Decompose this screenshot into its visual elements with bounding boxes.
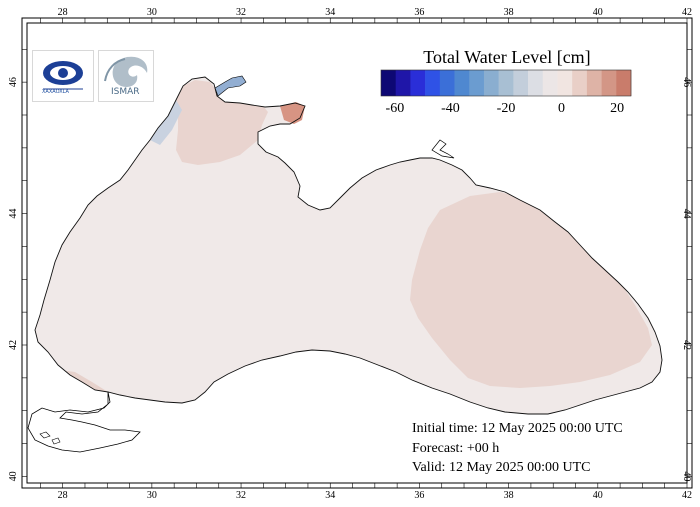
colorbar: Total Water Level [cm] -60 -40 -20 0 20 bbox=[380, 47, 632, 116]
valid-time-text: Valid: 12 May 2025 00:00 UTC bbox=[412, 460, 591, 475]
longitude-label: 40 bbox=[593, 7, 603, 18]
colorbar-swatch bbox=[601, 70, 617, 96]
colorbar-swatch bbox=[439, 70, 455, 96]
colorbar-tick-label: 0 bbox=[558, 101, 565, 116]
eye-logo-icon bbox=[43, 61, 83, 90]
latitude-label: 40 bbox=[681, 471, 692, 481]
latitude-label: 42 bbox=[681, 340, 692, 350]
colorbar-tick-label: 20 bbox=[610, 101, 624, 116]
colorbar-swatch bbox=[528, 70, 544, 96]
colorbar-outline bbox=[380, 69, 632, 97]
colorbar-swatch bbox=[454, 70, 470, 96]
longitude-label: 36 bbox=[414, 7, 424, 18]
coast-blue-anomaly bbox=[150, 100, 182, 145]
longitude-label: 32 bbox=[236, 490, 246, 501]
longitude-labels-top: 28 30 32 34 36 38 40 42 bbox=[58, 7, 692, 18]
left-institute-logo: XAXAOXLA bbox=[32, 50, 94, 102]
colorbar-swatch bbox=[410, 70, 426, 96]
colorbar-tick-label: -60 bbox=[386, 101, 405, 116]
longitude-label: 38 bbox=[504, 490, 514, 501]
longitude-label: 36 bbox=[414, 490, 424, 501]
longitude-label: 30 bbox=[147, 7, 157, 18]
wave-logo-icon bbox=[104, 56, 148, 87]
longitude-label: 28 bbox=[58, 7, 68, 18]
colorbar-tick-label: -40 bbox=[441, 101, 460, 116]
longitude-label: 28 bbox=[58, 490, 68, 501]
colorbar-swatch bbox=[498, 70, 514, 96]
ismar-logo-text: ISMAR bbox=[111, 87, 140, 97]
longitude-label: 30 bbox=[147, 490, 157, 501]
longitude-label: 34 bbox=[325, 7, 335, 18]
longitude-labels-bottom: 28 30 32 34 36 38 40 42 bbox=[58, 490, 692, 501]
colorbar-tick-label: -20 bbox=[497, 101, 516, 116]
latitude-labels-right: 40 42 44 46 bbox=[681, 77, 692, 481]
longitude-label: 40 bbox=[593, 490, 603, 501]
colorbar-swatch bbox=[616, 70, 632, 96]
ismar-logo: ISMAR bbox=[98, 50, 154, 102]
latitude-label: 40 bbox=[8, 471, 19, 481]
colorbar-tick-labels: -60 -40 -20 0 20 bbox=[386, 101, 625, 116]
latitude-label: 46 bbox=[681, 77, 692, 87]
colorbar-swatch bbox=[557, 70, 573, 96]
longitude-label: 42 bbox=[682, 490, 692, 501]
colorbar-swatch bbox=[469, 70, 485, 96]
colorbar-swatches bbox=[380, 69, 632, 97]
colorbar-swatch bbox=[586, 70, 602, 96]
marmara-sea bbox=[27, 391, 141, 453]
colorbar-swatch bbox=[513, 70, 529, 96]
colorbar-title: Total Water Level [cm] bbox=[423, 47, 590, 67]
colorbar-swatch bbox=[542, 70, 558, 96]
colorbar-swatch bbox=[381, 70, 397, 96]
latitude-labels-left: 40 42 44 46 bbox=[8, 77, 19, 481]
latitude-label: 44 bbox=[681, 209, 692, 219]
azov-body bbox=[214, 75, 247, 97]
colorbar-swatch bbox=[425, 70, 441, 96]
initial-time-text: Initial time: 12 May 2025 00:00 UTC bbox=[412, 421, 623, 436]
longitude-label: 38 bbox=[504, 7, 514, 18]
anomaly-northwest bbox=[176, 80, 268, 165]
forecast-hour-text: Forecast: +00 h bbox=[412, 441, 500, 456]
colorbar-swatch bbox=[483, 70, 499, 96]
kerch-inlet bbox=[431, 139, 455, 159]
latitude-label: 46 bbox=[8, 77, 19, 87]
marmara-islands bbox=[39, 431, 61, 445]
anomaly-east bbox=[410, 192, 652, 388]
colorbar-swatch bbox=[395, 70, 411, 96]
left-logo-text: XAXAOXLA bbox=[42, 89, 69, 95]
latitude-label: 44 bbox=[8, 209, 19, 219]
latitude-label: 42 bbox=[8, 340, 19, 350]
longitude-label: 32 bbox=[236, 7, 246, 18]
longitude-label: 34 bbox=[325, 490, 335, 501]
colorbar-swatch bbox=[572, 70, 588, 96]
longitude-label: 42 bbox=[682, 7, 692, 18]
